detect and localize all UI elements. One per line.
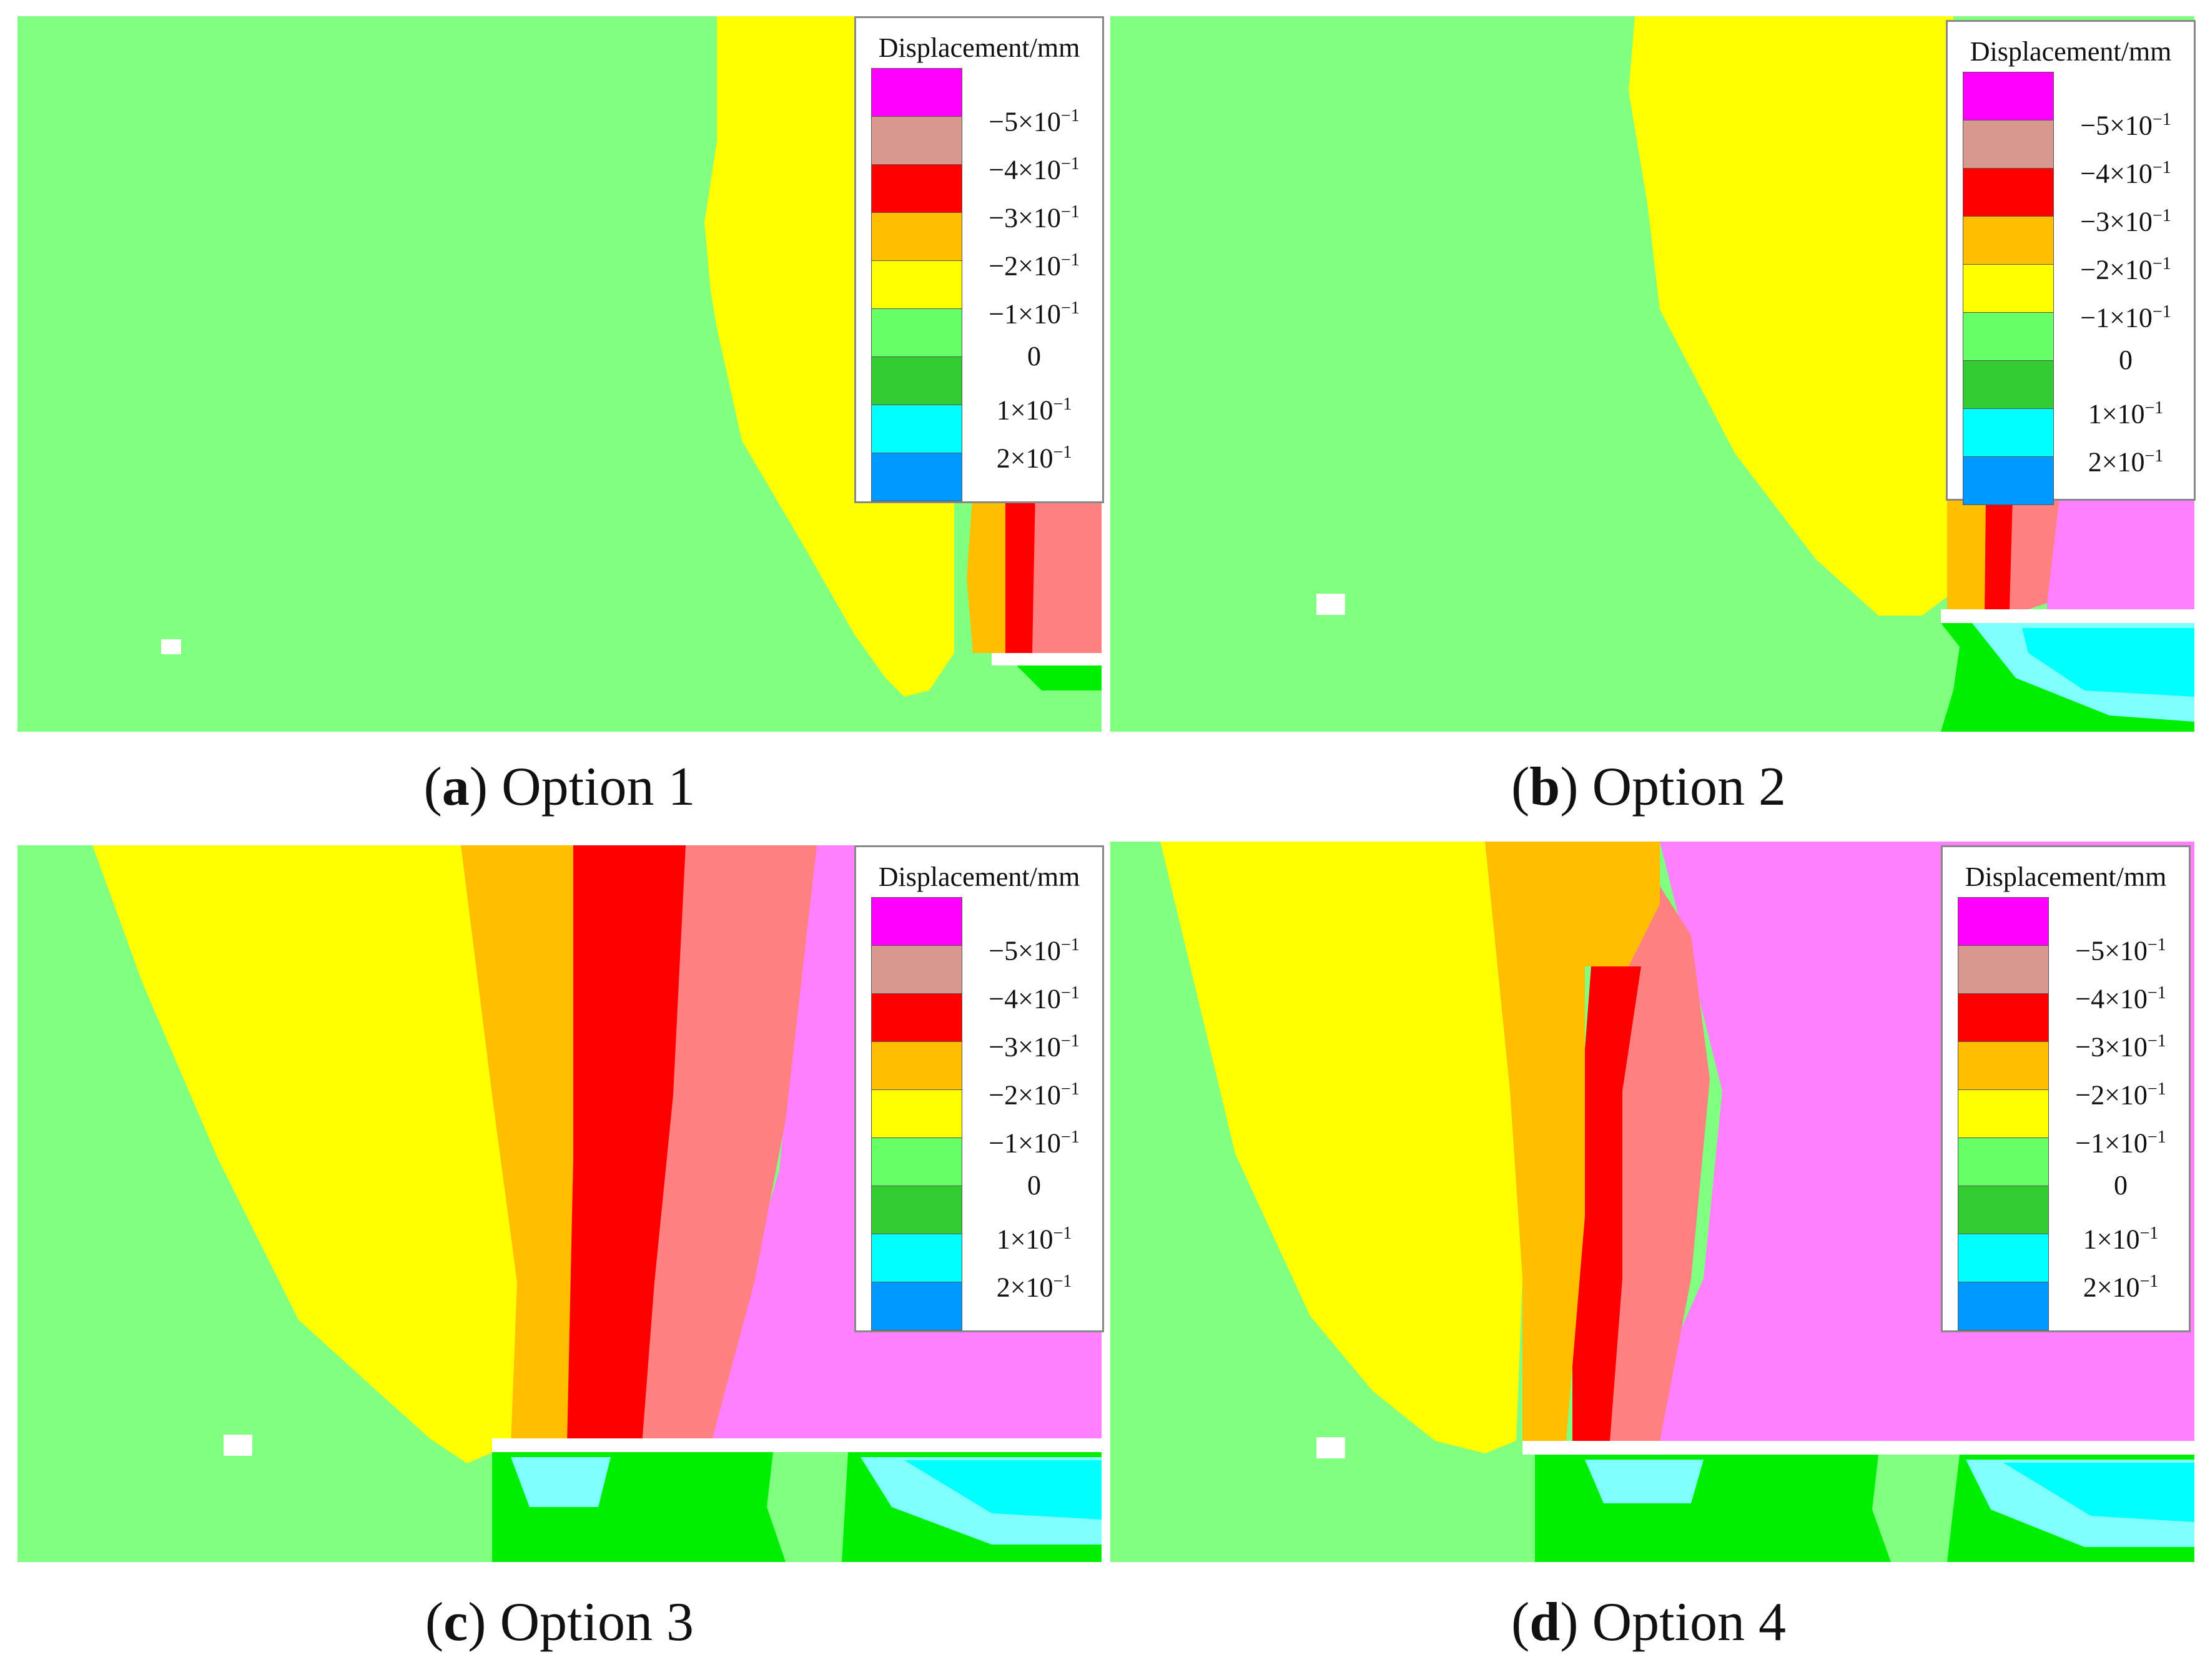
legend-swatch [1958,897,2049,946]
caption-b: (b) Option 2 [1511,757,1787,817]
legend-swatch [871,1234,962,1282]
caption-a: (a) Option 1 [423,757,696,817]
legend-title: Displacement/mm [878,862,1080,892]
legend-swatch [871,164,962,213]
caption-letter: d [1529,1592,1561,1653]
legend-tick-label: −5×10−1 [989,106,1080,137]
legend-swatch [871,945,962,994]
legend-tick-label: 0 [2114,1170,2128,1201]
legend-tick-label: 2×10−1 [996,1272,1072,1303]
caption-letter: c [443,1592,468,1653]
caption-text: Option 1 [501,757,696,817]
legend-tick-label: −3×10−1 [2080,206,2171,237]
caption-text: Option 4 [1592,1592,1787,1653]
legend-tick-label: 0 [1027,1170,1041,1201]
legend-tick-label: −3×10−1 [989,1031,1080,1063]
caption-letter: a [442,757,470,817]
panel-b: Displacement/mm −5×10−1 −4×10−1 −3×10−1 −2×… [1110,16,2196,732]
legend-swatch [871,212,962,261]
legend-swatch [1958,1137,2049,1186]
legend-swatch [871,1186,962,1234]
legend-tick-label: −4×10−1 [2080,158,2171,189]
legend-title: Displacement/mm [1965,862,2167,892]
legend-tick-label: −1×10−1 [2075,1127,2166,1159]
legend-swatch [871,1041,962,1090]
legend-swatch [1963,312,2054,361]
legend-tick-label: −1×10−1 [989,298,1080,330]
legend: Displacement/mm −5×10−1 −4×10−1 −3×10−1 −2×… [1946,20,2196,505]
legend-tick-label: −3×10−1 [989,202,1080,233]
caption-text: Option 3 [500,1592,694,1653]
legend-swatch [1963,120,2054,169]
legend-swatch [1958,1282,2049,1330]
legend-swatch [1963,168,2054,217]
caption-c: (c) Option 3 [425,1592,694,1653]
legend-swatch [1958,1234,2049,1282]
legend-tick-label: −2×10−1 [2080,254,2171,285]
legend-swatch [871,1137,962,1186]
legend-tick-label: −5×10−1 [2080,110,2171,141]
legend-swatch [871,405,962,453]
legend-swatch [871,116,962,165]
legend: Displacement/mm −5×10−1 −4×10−1 −3×10−1 −2×… [854,845,1104,1332]
legend-swatch [1963,456,2054,505]
legend-tick-label: 0 [1027,341,1041,371]
legend-swatch [1958,993,2049,1042]
legend-swatch [871,897,962,946]
legend-tick-label: −3×10−1 [2075,1031,2166,1063]
legend-swatch [1963,408,2054,457]
legend-tick-label: −5×10−1 [989,935,1080,966]
legend-tick-label: −4×10−1 [2075,983,2166,1014]
legend-swatch [1958,1186,2049,1234]
legend-swatch [871,356,962,405]
panel-a: Displacement/mm −5×10−1 −4×10−1 −3×10−1 −2×… [17,16,1104,732]
legend-swatch [1963,264,2054,313]
legend-tick-label: −5×10−1 [2075,935,2166,966]
legend-swatch [871,1089,962,1138]
legend-tick-label: 2×10−1 [2083,1272,2159,1303]
legend-tick-label: −1×10−1 [2080,302,2171,333]
legend-swatch [871,308,962,357]
legend-tick-label: −4×10−1 [989,983,1080,1014]
legend-tick-label: −4×10−1 [989,154,1080,185]
legend-swatch [871,1282,962,1330]
panel-c: Displacement/mm −5×10−1 −4×10−1 −3×10−1 −2×… [17,845,1104,1562]
legend-tick-label: −2×10−1 [989,250,1080,282]
legend-swatch [871,993,962,1042]
legend-tick-label: −1×10−1 [989,1127,1080,1159]
legend: Displacement/mm −5×10−1 −4×10−1 −3×10−1 −2×… [1941,845,2191,1332]
legend: Displacement/mm −5×10−1 −4×10−1 −3×10−1 −2×… [854,16,1104,503]
legend-tick-label: 0 [2119,345,2133,375]
legend-swatch [1958,1041,2049,1090]
legend-swatch [1958,945,2049,994]
legend-tick-label: 2×10−1 [2088,446,2164,478]
legend-swatch [1958,1089,2049,1138]
caption-text: Option 2 [1592,757,1787,817]
legend-tick-label: 1×10−1 [2088,398,2164,430]
legend-title: Displacement/mm [1970,36,2172,67]
legend-swatch [1963,216,2054,265]
legend-tick-label: 2×10−1 [996,443,1072,474]
legend-tick-label: −2×10−1 [989,1079,1080,1111]
legend-swatch [871,453,962,501]
legend-tick-label: 1×10−1 [2083,1224,2159,1255]
legend-swatch [871,260,962,309]
legend-tick-label: −2×10−1 [2075,1079,2166,1111]
legend-swatch [1963,360,2054,409]
legend-tick-label: 1×10−1 [996,395,1072,426]
caption-d: (d) Option 4 [1511,1592,1787,1653]
panel-d: Displacement/mm −5×10−1 −4×10−1 −3×10−1 −2×… [1110,842,2194,1562]
legend-title: Displacement/mm [878,32,1080,63]
legend-swatch [871,68,962,117]
caption-letter: b [1529,757,1561,817]
legend-swatch [1963,72,2054,120]
legend-tick-label: 1×10−1 [996,1224,1072,1255]
